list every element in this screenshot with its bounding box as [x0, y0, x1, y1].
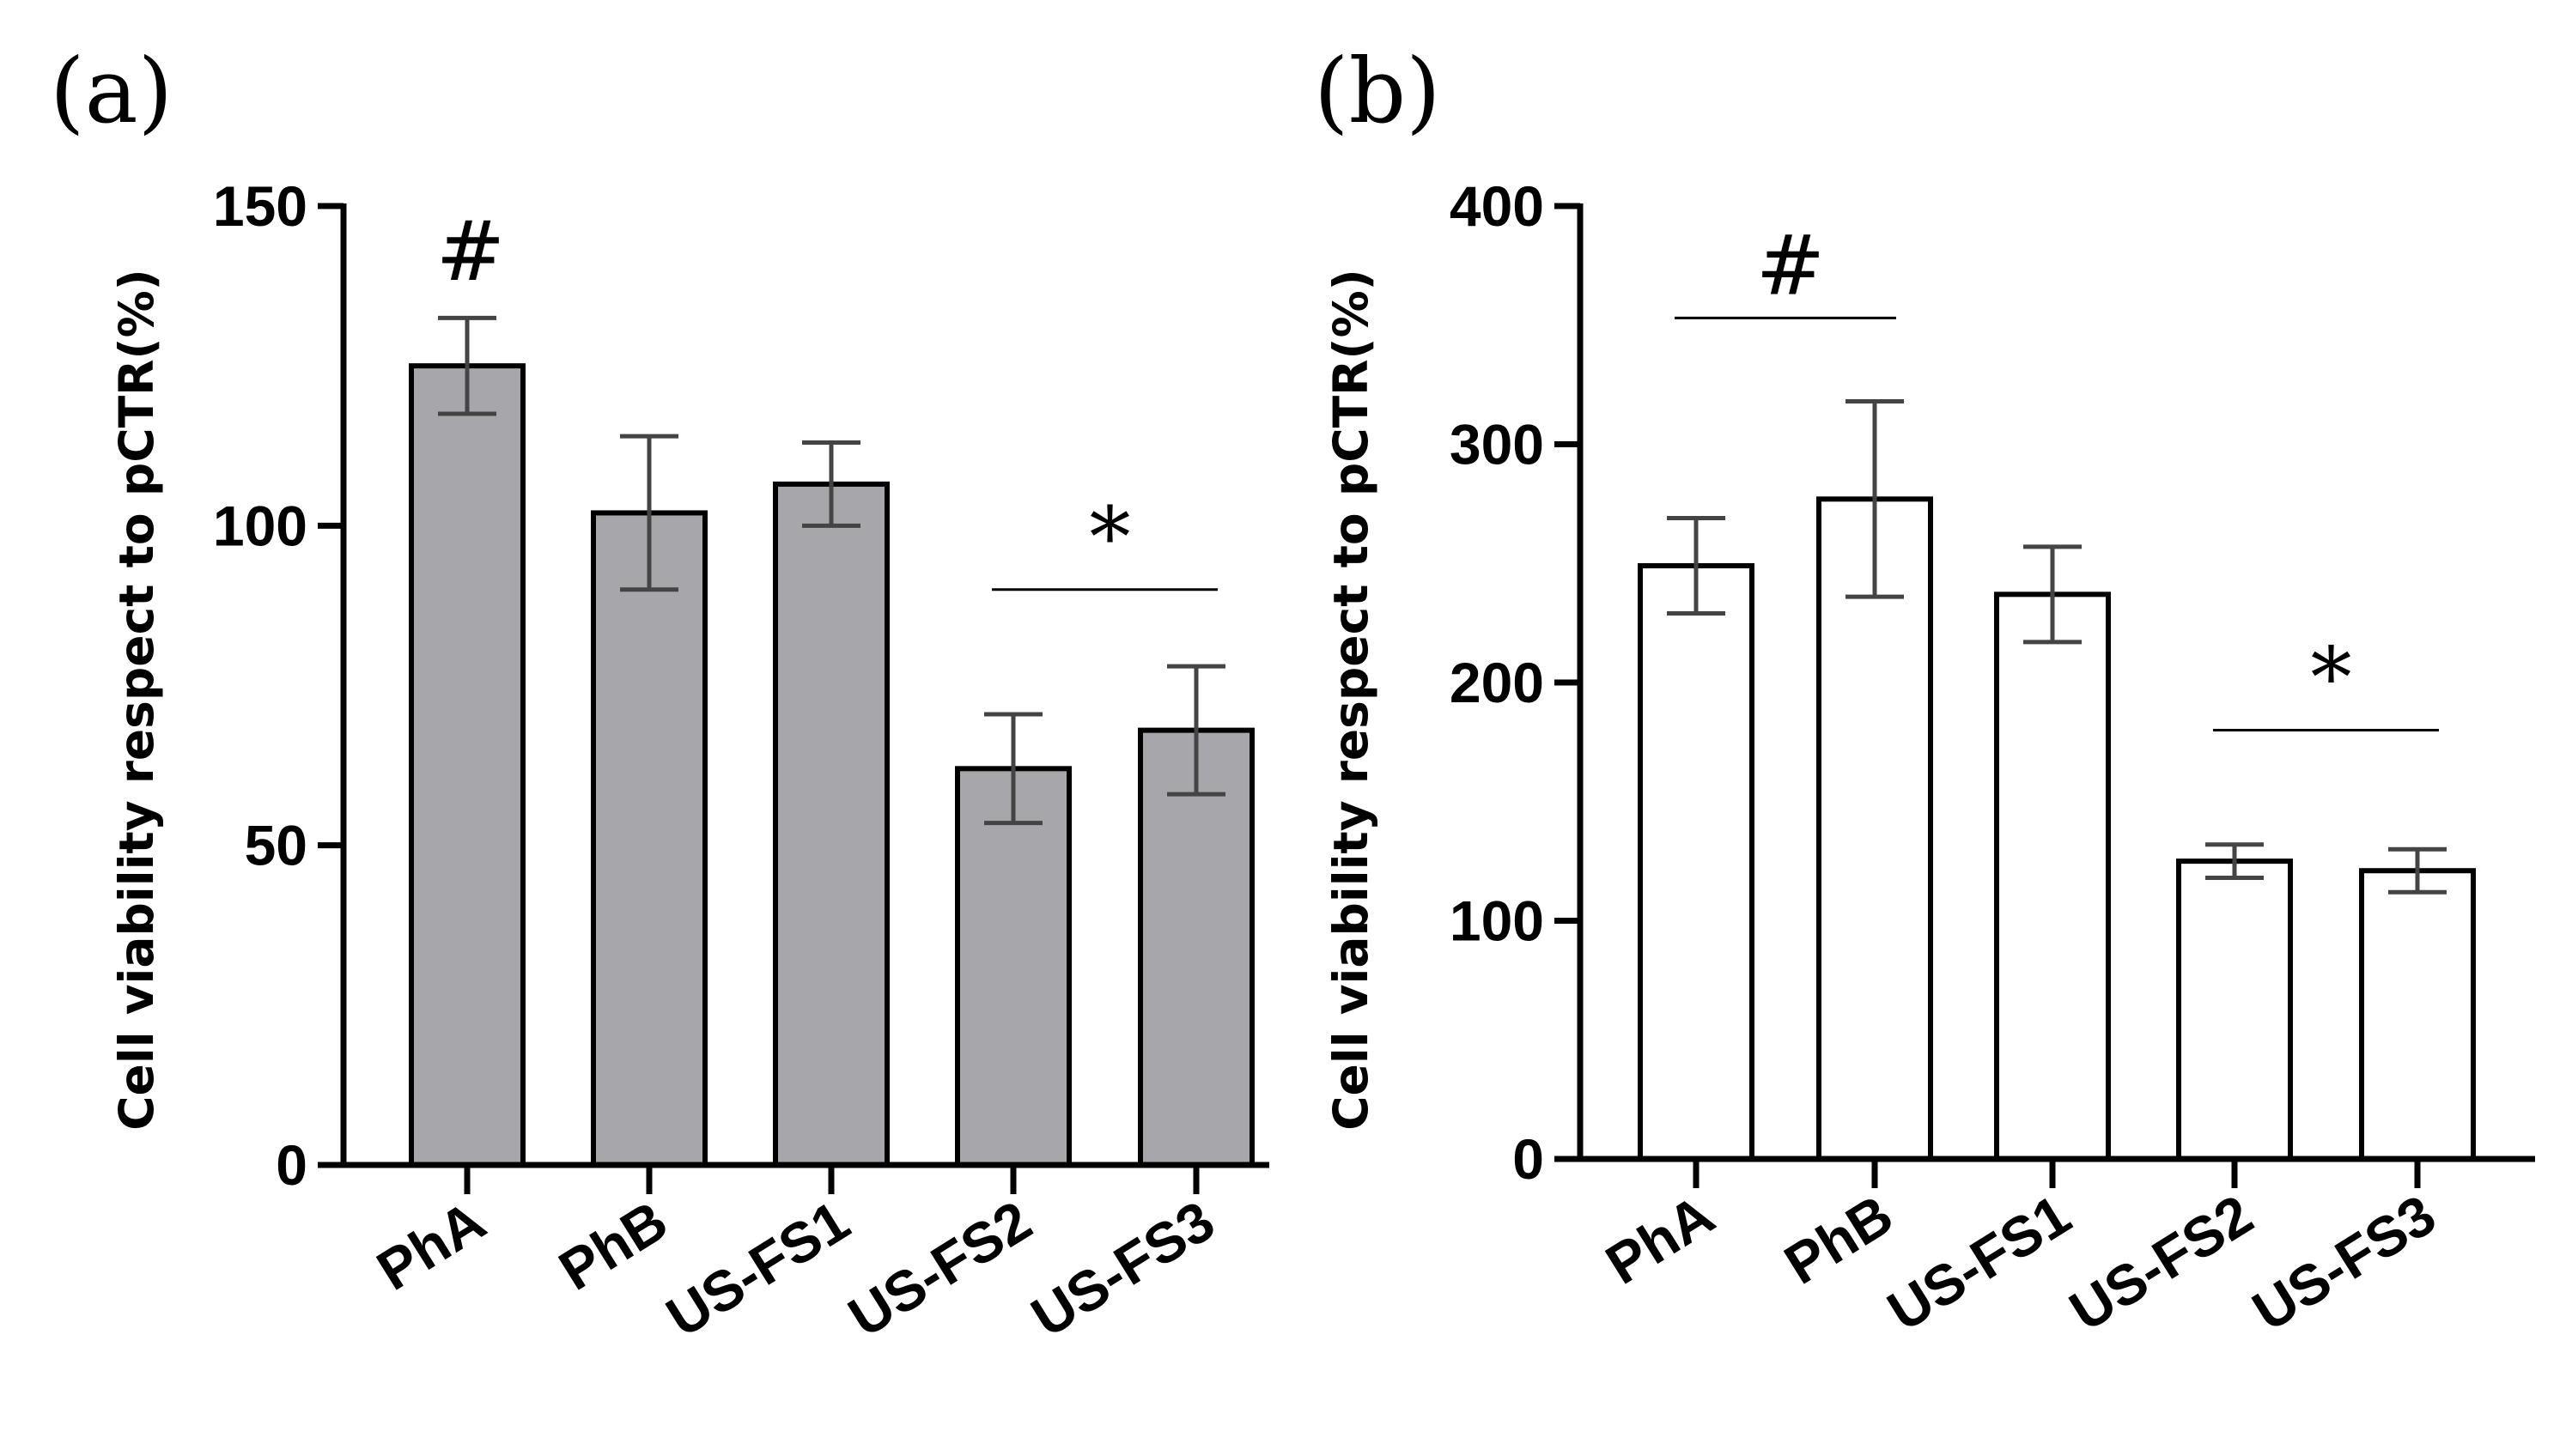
panel-b-error-bar-1: [1845, 399, 1904, 599]
panel-b-y-tick-label-0: 0: [1512, 1127, 1544, 1191]
panel-b-bar-2: [1994, 592, 2111, 1162]
panel-b-significance-1: *: [2213, 630, 2439, 731]
panel-b-significance-0: #: [1675, 217, 1896, 319]
panel-a-bar-2: [773, 481, 890, 1168]
panel-b-label: (b): [1314, 39, 1441, 143]
panel-b-significance-mark-1: *: [2311, 630, 2352, 726]
panel-b-error-bar-2: [2023, 544, 2082, 645]
panel-b-error-bar-3: [2205, 842, 2264, 881]
panel-a-y-tick-label-0: 0: [276, 1133, 307, 1197]
panel-a-bar-4: [1138, 727, 1255, 1168]
panel-a-y-tick-label-1: 50: [245, 814, 307, 877]
panel-b-error-bar-4: [2388, 846, 2447, 895]
panel-a-x-tick-label-3: US-FS2: [837, 1188, 1042, 1349]
panel-a-error-bar-1: [620, 434, 678, 592]
panel-b-y-axis-label: Cell viability respect to pCTR(%): [1323, 269, 1378, 1131]
panel-a-y-axis-label: Cell viability respect to pCTR(%): [109, 269, 164, 1131]
panel-a-error-bar-2: [802, 440, 860, 528]
panel-a-chart: (a) Cell viability respect to pCTR(%) 0 5…: [50, 39, 1269, 1349]
panel-a-x-tick-label-1: PhB: [548, 1188, 678, 1302]
panel-a-bar-1: [591, 510, 708, 1168]
panel-a-y-tick-label-3: 150: [213, 174, 307, 238]
panel-a-significance-1: *: [992, 489, 1218, 592]
panel-b-bar-3: [2176, 858, 2293, 1162]
panel-b-significance-mark-0: #: [1756, 217, 1825, 313]
panel-b-x-tick-label-2: US-FS1: [1876, 1182, 2081, 1343]
panel-b-y-tick-label-1: 100: [1450, 889, 1544, 953]
panel-a-bar-0: [409, 363, 526, 1168]
panel-b-error-bar-0: [1667, 516, 1725, 616]
panel-a-x-tick-label-2: US-FS1: [655, 1188, 860, 1349]
panel-b-bar-4: [2359, 868, 2476, 1162]
panel-a-error-bar-0: [438, 315, 496, 416]
panel-b-x-tick-label-3: US-FS2: [2058, 1182, 2263, 1343]
panel-a-significance-mark-1: *: [1090, 489, 1131, 585]
panel-a-y-tick-label-2: 100: [213, 494, 307, 557]
panel-b-y-tick-label-3: 300: [1450, 413, 1544, 476]
panel-b-chart: (b) Cell viability respect to pCTR(%) 0 1…: [1314, 39, 2535, 1343]
panel-b-y-tick-label-2: 200: [1450, 651, 1544, 714]
panel-b-x-tick-label-0: PhA: [1595, 1182, 1724, 1296]
panel-b-y-tick-label-4: 400: [1450, 174, 1544, 238]
panel-b-x-tick-label-1: PhB: [1773, 1182, 1903, 1296]
panel-a-x-tick-label-4: US-FS3: [1020, 1188, 1225, 1349]
panel-a-significance-0: #: [436, 203, 505, 300]
panel-a-x-tick-label-0: PhA: [366, 1188, 496, 1302]
panel-a-bar-3: [955, 766, 1072, 1168]
panel-a-error-bar-4: [1167, 664, 1225, 797]
panel-b-bar-0: [1638, 563, 1754, 1162]
panel-a-significance-mark-0: #: [436, 203, 505, 300]
panel-a-label: (a): [50, 39, 173, 143]
panel-b-x-tick-label-4: US-FS3: [2241, 1182, 2446, 1343]
panel-b-bar-1: [1816, 496, 1933, 1162]
panel-a-error-bar-3: [984, 712, 1043, 826]
